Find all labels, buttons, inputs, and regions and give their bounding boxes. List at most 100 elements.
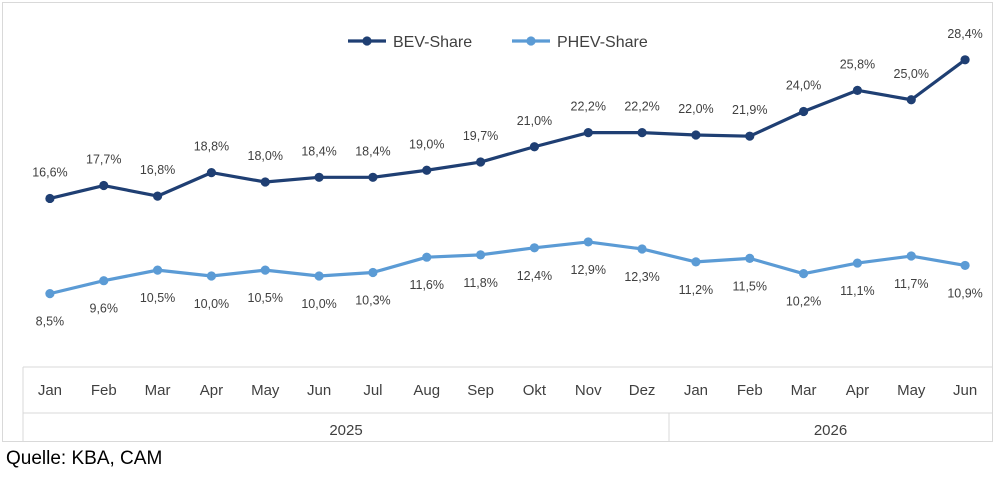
data-point <box>583 237 593 247</box>
x-tick-label: Jan <box>38 382 62 399</box>
data-point <box>206 168 217 178</box>
series-line-bev <box>49 58 967 201</box>
data-point <box>798 269 809 279</box>
chart-frame: 2025 2026 Jan Feb Mar Apr May Jun Jul Aug Sep Okt No… <box>2 2 993 442</box>
data-label: 18,4% <box>301 144 336 158</box>
data-label: 8,5% <box>36 315 65 329</box>
data-label: 10,5% <box>140 291 175 305</box>
x-tick-label: Jun <box>307 382 331 399</box>
data-label: 10,3% <box>355 293 390 307</box>
data-label: 10,9% <box>947 286 982 300</box>
data-point <box>368 172 378 182</box>
data-label: 18,8% <box>194 140 229 154</box>
data-point <box>852 85 863 95</box>
data-point <box>529 142 540 152</box>
data-label: 18,0% <box>248 149 283 163</box>
data-point <box>422 165 432 175</box>
x-tick-label: Apr <box>846 382 869 399</box>
data-label: 22,0% <box>678 102 713 116</box>
data-label: 9,6% <box>90 302 119 316</box>
legend-swatch-marker <box>362 36 372 46</box>
legend-entry: PHEV-Share <box>557 34 648 51</box>
x-tick-label: Dez <box>629 382 656 399</box>
year-label: 2025 <box>329 422 362 439</box>
data-label: 11,7% <box>894 277 929 291</box>
data-point <box>745 253 755 263</box>
data-point <box>745 131 755 141</box>
data-label: 25,0% <box>894 67 929 81</box>
line-chart: 2025 2026 Jan Feb Mar Apr May Jun Jul Aug Sep Okt No… <box>22 27 992 441</box>
x-tick-label: Jan <box>684 382 708 399</box>
data-point <box>260 177 270 187</box>
data-label: 11,1% <box>840 284 875 298</box>
data-point <box>422 252 432 262</box>
x-tick-label: Mar <box>791 382 817 399</box>
x-tick-label: Feb <box>91 382 117 399</box>
data-point <box>529 243 540 253</box>
data-label: 11,6% <box>409 278 444 292</box>
data-point <box>45 289 55 299</box>
source-note: Quelle: KBA, CAM <box>6 448 163 469</box>
data-point <box>798 106 809 117</box>
data-label: 11,2% <box>679 283 714 297</box>
x-tick-label: Feb <box>737 382 763 399</box>
data-point <box>960 55 970 65</box>
data-point <box>906 251 916 261</box>
data-label: 21,9% <box>732 103 767 117</box>
data-label: 18,4% <box>355 144 390 158</box>
data-label: 24,0% <box>786 79 821 93</box>
data-point <box>314 271 324 281</box>
data-label: 19,0% <box>409 137 444 151</box>
x-tick-label: Apr <box>200 382 223 399</box>
x-tick-label: Okt <box>523 382 547 399</box>
x-tick-label: May <box>251 382 280 399</box>
x-tick-label: Mar <box>145 382 171 399</box>
data-label: 10,2% <box>786 295 821 309</box>
x-tick-label: Aug <box>413 382 440 399</box>
data-point <box>45 193 55 204</box>
data-label: 22,2% <box>624 100 659 114</box>
data-point <box>691 130 701 140</box>
data-point <box>206 271 217 281</box>
data-point <box>260 265 270 275</box>
data-label: 12,3% <box>624 270 659 284</box>
data-label: 12,9% <box>571 263 606 277</box>
x-tick-label: Sep <box>467 382 494 399</box>
data-label: 11,5% <box>732 279 767 293</box>
data-label: 19,7% <box>463 129 498 143</box>
data-point <box>637 128 647 138</box>
data-point <box>314 172 324 182</box>
data-label: 22,2% <box>571 100 606 114</box>
legend-swatch-marker <box>526 36 536 46</box>
data-label: 17,7% <box>86 153 121 167</box>
data-point <box>475 250 486 260</box>
data-point <box>906 95 916 105</box>
data-label: 10,0% <box>301 297 336 311</box>
x-tick-label: Jul <box>363 382 382 399</box>
data-point <box>99 180 109 191</box>
x-tick-label: Nov <box>575 382 602 399</box>
year-label: 2026 <box>814 422 847 439</box>
data-label: 21,0% <box>517 114 552 128</box>
data-label: 16,8% <box>140 163 175 177</box>
series-line-phev <box>49 240 966 296</box>
data-label: 28,4% <box>947 27 982 41</box>
legend-entry: BEV-Share <box>393 34 472 51</box>
data-point <box>368 267 378 278</box>
data-point <box>583 128 593 138</box>
data-point <box>691 257 701 267</box>
data-point <box>637 244 647 254</box>
data-label: 10,0% <box>194 297 229 311</box>
x-tick-label: May <box>897 382 926 399</box>
data-point <box>99 276 109 286</box>
data-label: 25,8% <box>840 57 875 71</box>
data-point <box>152 191 163 201</box>
x-tick-label: Jun <box>953 382 977 399</box>
data-label: 16,6% <box>32 165 67 179</box>
data-point <box>475 157 486 167</box>
data-point <box>960 260 970 271</box>
data-point <box>152 265 163 275</box>
data-label: 10,5% <box>248 291 283 305</box>
data-point <box>852 258 863 268</box>
data-label: 12,4% <box>517 269 552 283</box>
